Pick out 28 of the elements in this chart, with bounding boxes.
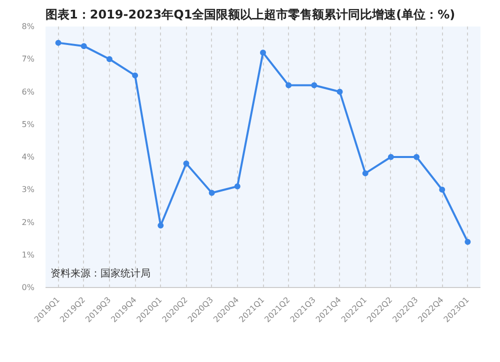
point — [439, 186, 446, 193]
point — [388, 154, 394, 160]
point — [208, 190, 215, 196]
chart-title: 图表1：2019-2023年Q1全国限额以上超市零售额累计同比增速(单位：%) — [46, 8, 456, 22]
y-tick-label: 5% — [22, 120, 35, 129]
point — [286, 82, 292, 88]
point — [362, 170, 368, 176]
y-tick-label: 2% — [22, 218, 35, 227]
point — [183, 160, 190, 167]
point — [464, 238, 471, 245]
y-tick-label: 4% — [22, 152, 35, 162]
point — [234, 183, 240, 190]
y-tick-label: 1% — [22, 250, 35, 260]
point — [311, 82, 318, 88]
point — [336, 88, 343, 95]
point — [55, 40, 62, 46]
annotation: 资料来源：国家统计局 — [50, 268, 150, 280]
point — [158, 222, 164, 229]
point — [260, 50, 266, 56]
y-tick-label: 0% — [22, 283, 35, 292]
y-tick-label: 7% — [22, 54, 35, 64]
y-tick-label: 6% — [22, 87, 35, 96]
point — [80, 43, 87, 50]
point — [414, 154, 420, 160]
point — [132, 72, 138, 78]
y-tick-label: 8% — [22, 22, 35, 31]
y-tick-label: 3% — [22, 185, 35, 194]
point — [106, 56, 112, 62]
